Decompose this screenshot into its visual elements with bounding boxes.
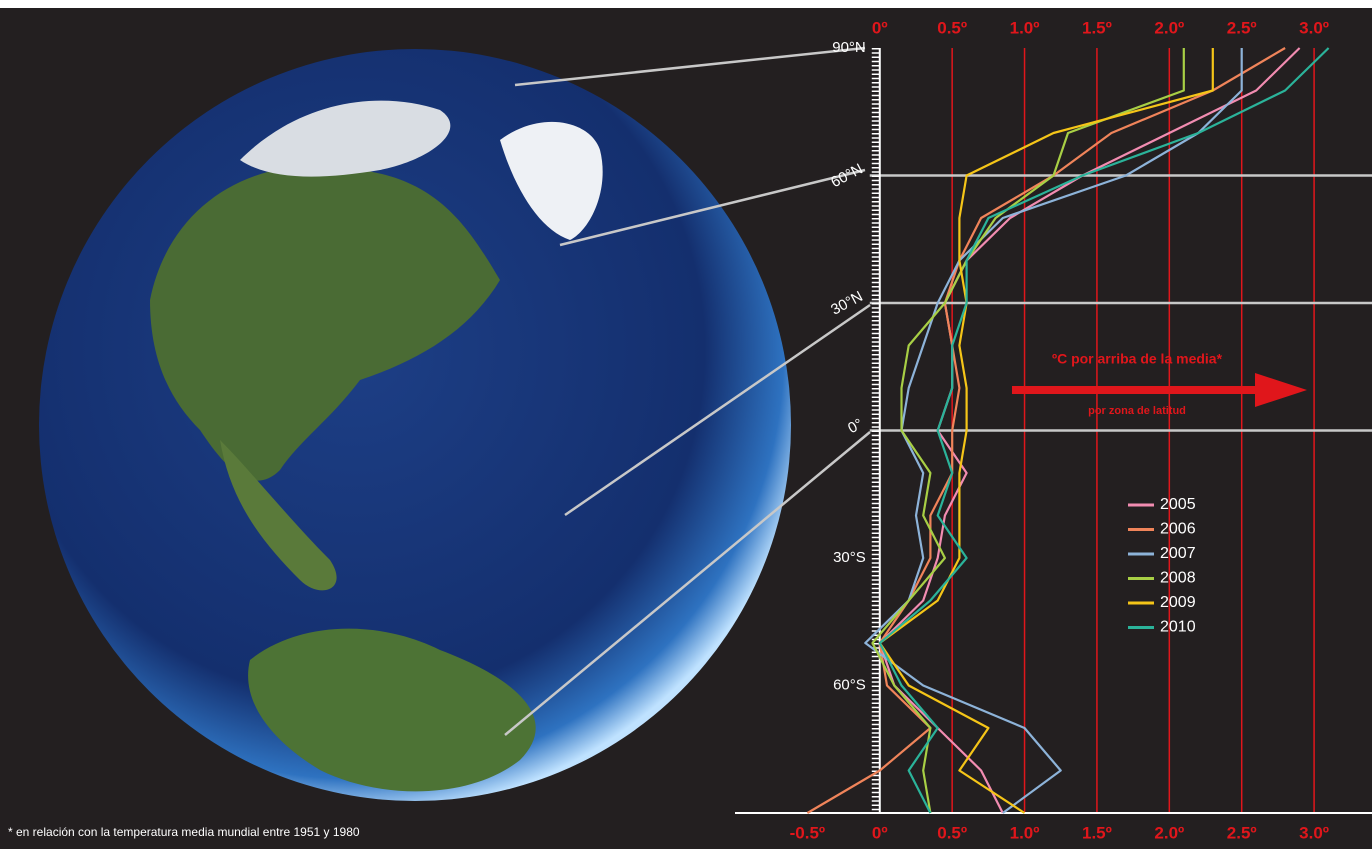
x-tick-label: 2.5º [1227,823,1257,842]
y-tick-label: 30°S [833,549,866,566]
legend-label: 2010 [1160,619,1196,636]
y-tick-label: 90°N [832,39,866,56]
arrow [1012,373,1307,407]
series-line [878,48,1214,814]
legend-label: 2006 [1160,521,1196,538]
annotation-sub: por zona de latitud [1088,405,1186,417]
legend-label: 2009 [1160,594,1196,611]
footnote: * en relación con la temperatura media m… [8,825,360,839]
x-tick-label: 1.5º [1082,823,1112,842]
y-tick-label: 60°S [833,676,866,693]
y-tick-label: 0° [845,415,866,437]
globe [39,49,791,801]
x-top-tick-label: 2.5º [1227,18,1257,37]
connectors [504,46,871,736]
x-top-tick-label: 3.0º [1299,18,1329,37]
connector [564,303,871,517]
x-tick-label: 2.0º [1154,823,1184,842]
connector [514,46,866,87]
x-top-tick-label: 0º [872,18,888,37]
series-line [871,48,1185,814]
x-tick-label: -0.5º [790,823,826,842]
legend-label: 2005 [1160,496,1196,513]
x-top-tick-label: 0.5º [937,18,967,37]
x-top-tick-label: 1.5º [1082,18,1112,37]
x-top-tick-label: 1.0º [1010,18,1040,37]
top-border [0,0,1372,8]
x-top-tick-label: 2.0º [1154,18,1184,37]
legend-label: 2008 [1160,570,1196,587]
connector [504,431,871,736]
legend-label: 2007 [1160,545,1196,562]
annotation: ºC por arriba de la media* [1052,351,1223,367]
x-tick-label: 0º [872,823,888,842]
x-tick-label: 3.0º [1299,823,1329,842]
x-tick-label: 1.0º [1010,823,1040,842]
series-line [878,47,1330,814]
x-tick-label: 0.5º [937,823,967,842]
connector [559,168,866,247]
